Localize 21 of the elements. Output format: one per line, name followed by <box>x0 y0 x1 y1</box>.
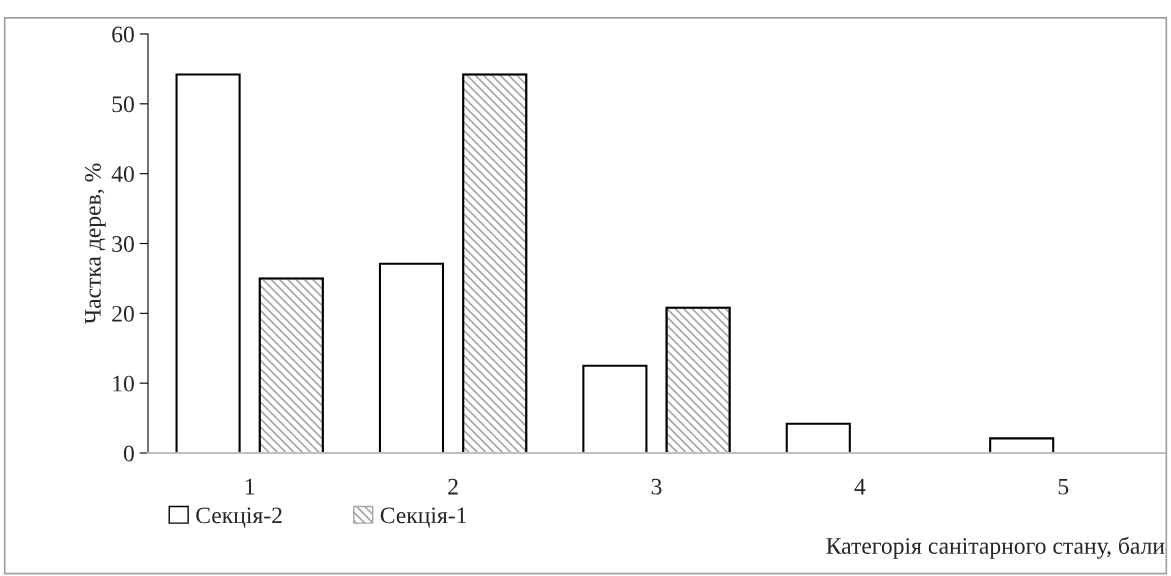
y-tick-label: 40 <box>111 166 134 183</box>
y-tick-label: 0 <box>123 445 134 462</box>
x-tick-label: 1 <box>245 478 255 495</box>
bar <box>989 437 1055 453</box>
bar <box>378 262 445 453</box>
x-tick-label: 5 <box>1058 478 1069 495</box>
x-tick-label: 2 <box>448 478 458 495</box>
y-axis-title: Частка дерев, % <box>84 163 106 325</box>
legend-label: Секція-1 <box>380 507 467 528</box>
y-tick-label: 30 <box>112 235 134 252</box>
bar <box>582 364 648 453</box>
y-tick-label: 20 <box>112 305 134 322</box>
y-tick-label: 60 <box>112 26 134 43</box>
x-tick-label: 4 <box>854 478 866 495</box>
bar <box>175 73 241 453</box>
y-tick-label: 50 <box>112 96 134 113</box>
bar <box>785 422 851 453</box>
x-axis-title: Категорія санітарного стану, бали <box>826 536 1165 559</box>
x-tick-label: 3 <box>651 478 662 495</box>
legend-label: Секція-2 <box>196 507 282 528</box>
y-tick-label: 10 <box>113 375 134 392</box>
